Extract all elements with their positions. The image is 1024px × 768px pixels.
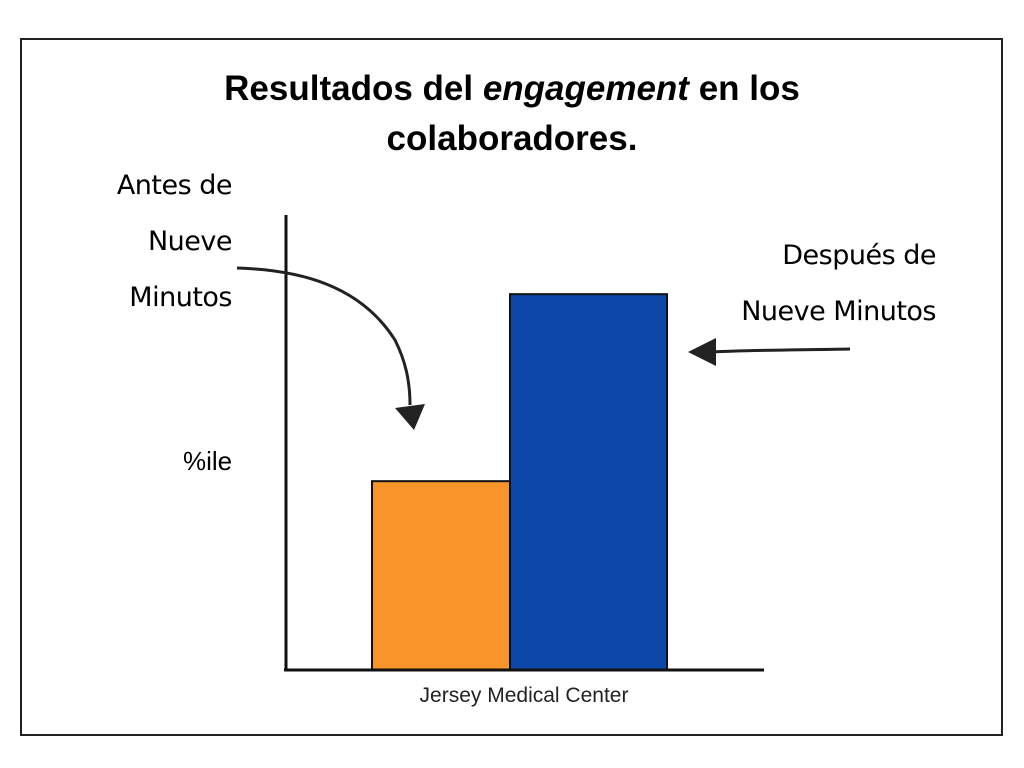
slide-frame bbox=[20, 38, 1003, 736]
annotation-after-2: Nueve Minutos bbox=[741, 296, 936, 327]
arrow-before-head bbox=[395, 404, 425, 430]
chart-title-line-1: Resultados del engagement en los bbox=[0, 64, 1024, 114]
x-tick-label: Jersey Medical Center bbox=[419, 684, 629, 707]
chart-title-line-2: colaboradores. bbox=[386, 119, 638, 158]
title-emphasis: engagement bbox=[482, 69, 689, 108]
bar-after bbox=[509, 293, 668, 671]
bar-before bbox=[371, 480, 511, 671]
title-text: Resultados del bbox=[224, 69, 483, 108]
arrow-after bbox=[711, 347, 851, 354]
arrow-before bbox=[236, 266, 412, 406]
annotation-before-2: Nueve bbox=[147, 226, 233, 257]
annotation-before-1: Antes de bbox=[116, 170, 233, 201]
annotation-after-1: Después de bbox=[782, 240, 936, 271]
y-axis-label: %ile bbox=[183, 446, 233, 476]
arrow-after-head bbox=[688, 338, 716, 366]
title-text: en los bbox=[688, 69, 800, 108]
annotation-before-3: Minutos bbox=[129, 282, 232, 313]
